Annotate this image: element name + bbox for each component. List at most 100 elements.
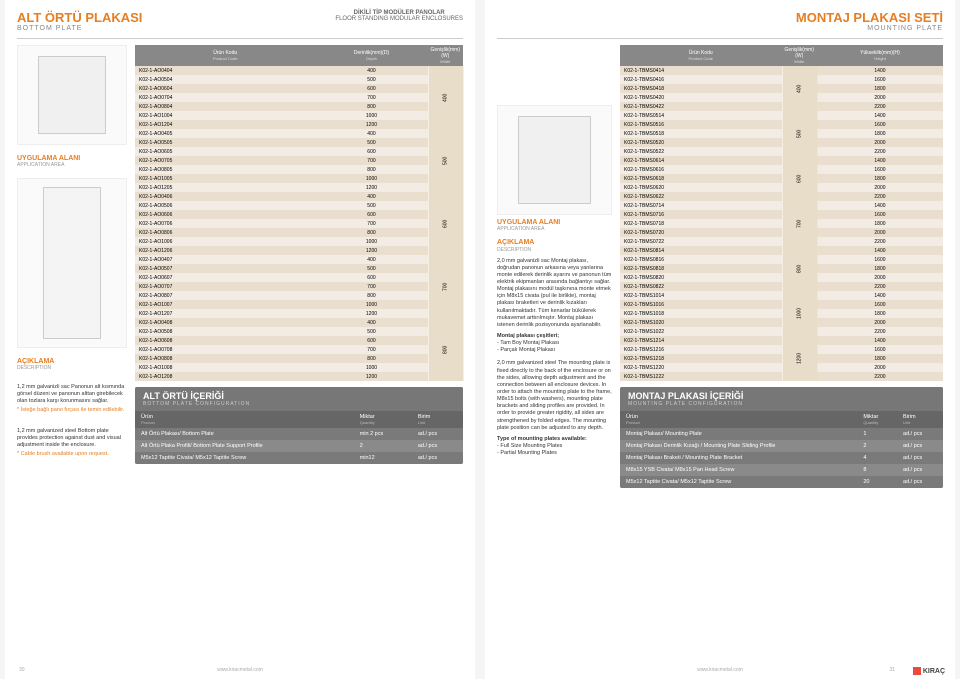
table-row: K02-1-AO10061000 [135,237,463,246]
cell-depth: 1000 [315,363,427,372]
cell-depth: 1000 [315,237,427,246]
desc-r-en: 2,0 mm galvanized steel The mounting pla… [497,360,612,431]
cb-th: BirimUnit [412,411,463,428]
th-height-r: Yükseklik(mm)(H)Height [817,45,943,66]
table-row: K02-1-AO0704700 [135,93,463,102]
cell-width-span: 800 [428,318,463,381]
footer-left: 30 www.kiracmetal.com [5,667,475,673]
cb-cell: ad./ pcs [897,452,943,464]
cell-height: 1800 [817,264,943,273]
cell-code: K02-1-TBMS0416 [620,75,782,84]
cb-cell: M5x12 Taptite Civata/ M5x12 Taptite Scre… [620,476,857,488]
cell-code: K02-1-TBMS0514 [620,111,782,120]
cell-height: 2200 [817,327,943,336]
desc-r-en-l1: - Full Size Mounting Plates [497,443,612,450]
cb-cell: Alt Örtü Plaka Profili/ Bottom Plate Sup… [135,440,354,452]
cell-height: 2000 [817,273,943,282]
cell-height: 2200 [817,282,943,291]
bottom-plate-table: Ürün KoduProduct Code Derinlik(mm)(D)Dep… [135,45,463,381]
cell-code: K02-1-AO0607 [135,273,315,282]
table-row: K02-1-AO0407400700 [135,255,463,264]
table-row: K02-1-AO0505500 [135,138,463,147]
cb-cell: M5x12 Taptite Civata/ M5x12 Taptite Scre… [135,452,354,464]
cell-depth: 400 [315,255,427,264]
desc-tr-h: AÇIKLAMA [17,358,127,365]
cell-depth: 800 [315,291,427,300]
cell-height: 1600 [817,210,943,219]
cell-height: 1800 [817,354,943,363]
kirac-logo: KIRAÇ [913,667,945,675]
table-row: K02-1-AO0707700 [135,282,463,291]
cb-th: MiktarQuantity [354,411,412,428]
cell-code: K02-1-AO0404 [135,66,315,75]
cb-table-left: ÜrünProductMiktarQuantityBirimUnit Alt Ö… [135,411,463,464]
table-row: K02-1-AO12051200 [135,183,463,192]
desc-block-right: AÇIKLAMA DESCRIPTION 2,0 mm galvanizli s… [497,238,612,457]
desc-r-tr: 2,0 mm galvanizli sac Montaj plakası, do… [497,258,612,329]
table-row: K02-1-AO0607600 [135,273,463,282]
desc-r-tr-b: Montaj plakası çeşitleri; [497,333,612,340]
cb-title-left: ALT ÖRTÜ İÇERİĞİ BOTTOM PLATE CONFIGURAT… [135,387,463,411]
cell-code: K02-1-TBMS1018 [620,309,782,318]
cell-code: K02-1-TBMS0816 [620,255,782,264]
cell-code: K02-1-TBMS0618 [620,174,782,183]
cell-code: K02-1-TBMS0518 [620,129,782,138]
cell-depth: 1000 [315,300,427,309]
cell-code: K02-1-TBMS1020 [620,318,782,327]
desc2-text: 1,2 mm galvanized steel Bottom plate pro… [17,428,121,448]
mounting-plate-config-box: MONTAJ PLAKASI İÇERİĞİ MOUNTING PLATE CO… [620,387,943,488]
cell-depth: 1200 [315,120,427,129]
cb-title-en: BOTTOM PLATE CONFIGURATION [143,401,455,407]
cell-depth: 600 [315,147,427,156]
cell-code: K02-1-AO1006 [135,237,315,246]
cell-depth: 700 [315,282,427,291]
cell-code: K02-1-TBMS0820 [620,273,782,282]
page-number-right: 31 [889,667,895,673]
cell-height: 2200 [817,372,943,381]
cb-row: Alt Örtü Plaka Profili/ Bottom Plate Sup… [135,440,463,452]
cell-code: K02-1-AO0806 [135,228,315,237]
table-row: K02-1-AO0605600 [135,147,463,156]
cell-depth: 1200 [315,246,427,255]
cell-height: 1600 [817,75,943,84]
cell-code: K02-1-TBMS0822 [620,282,782,291]
desc-en-h: DESCRIPTION [17,365,127,371]
cell-code: K02-1-TBMS0420 [620,93,782,102]
cell-code: K02-1-AO0504 [135,75,315,84]
table-row: K02-1-AO0807800 [135,291,463,300]
cell-width-span: 600 [782,156,817,201]
cell-depth: 400 [315,66,427,75]
page-left: ALT ÖRTÜ PLAKASI BOTTOM PLATE DİKİLİ TİP… [5,0,475,679]
app-r-tr: UYGULAMA ALANI [497,219,612,226]
cb-cell: ad./ pcs [412,440,463,452]
cell-height: 1400 [817,156,943,165]
center-line2: FLOOR STANDING MODULAR ENCLOSURES [335,16,463,22]
footer-url-left: www.kiracmetal.com [217,667,263,673]
cell-code: K02-1-TBMS0422 [620,102,782,111]
table-row: K02-1-AO0507500 [135,264,463,273]
cell-code: K02-1-TBMS0520 [620,138,782,147]
th-width-r: Genişlik(mm)(W)Width [782,45,817,66]
left-narrow-col: UYGULAMA ALANI APPLICATION AREA AÇIKLAMA… [17,45,127,464]
header-title-block: ALT ÖRTÜ PLAKASI BOTTOM PLATE [17,10,142,32]
cell-depth: 600 [315,273,427,282]
cell-depth: 600 [315,210,427,219]
cell-depth: 500 [315,327,427,336]
desc-r-en-l2: - Partial Mounting Plates [497,450,612,457]
cb-cell: 2 [354,440,412,452]
cb-row: Montaj Plakası Derinlik Kızağı / Mountin… [620,440,943,452]
table-row: K02-1-AO12061200 [135,246,463,255]
cell-code: K02-1-TBMS1014 [620,291,782,300]
table-row: K02-1-TBMS101410001400 [620,291,943,300]
cb-cell: M8x15 YSB Civata/ M8x15 Pan Head Screw [620,464,857,476]
right-inner: UYGULAMA ALANI APPLICATION AREA AÇIKLAMA… [497,45,943,488]
right-left-col: UYGULAMA ALANI APPLICATION AREA AÇIKLAMA… [497,45,612,488]
th-depth: Derinlik(mm)(D)Depth [315,45,427,66]
cell-height: 1600 [817,165,943,174]
cb-th: BirimUnit [897,411,943,428]
cb-cell: Montaj Plakası Braketi / Mounting Plate … [620,452,857,464]
cb-cell: 2 [857,440,897,452]
cb-cell: min 2 pcs [354,428,412,440]
desc-r-en-h: DESCRIPTION [497,247,612,254]
app-en: APPLICATION AREA [17,162,127,168]
